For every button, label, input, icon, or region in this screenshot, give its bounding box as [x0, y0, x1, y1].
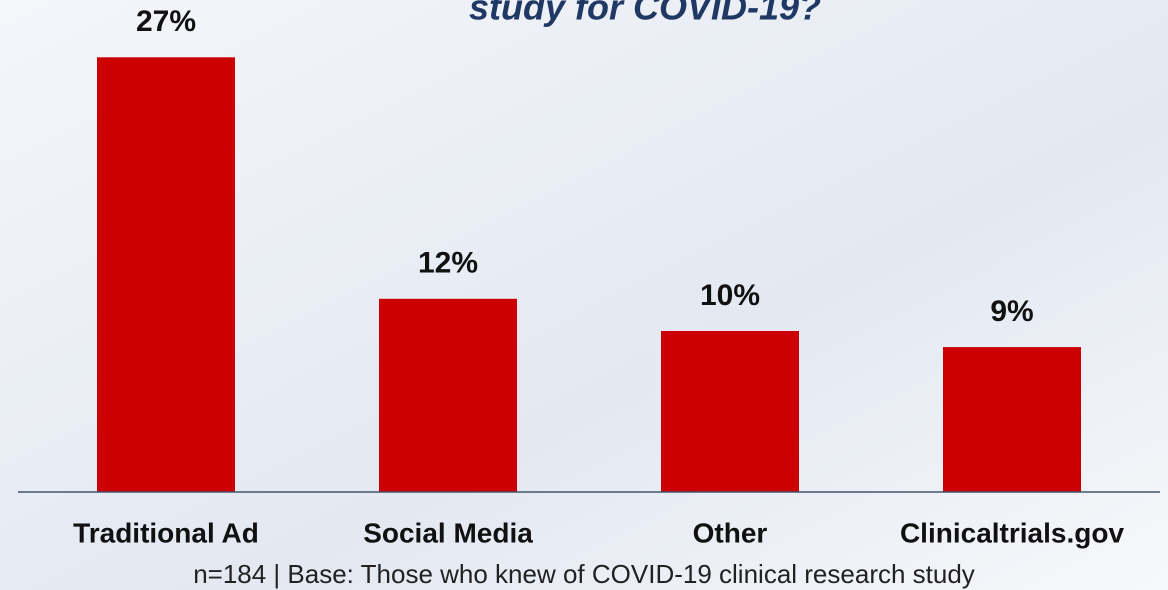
bar — [661, 331, 799, 492]
x-tick-label: Other — [693, 517, 768, 548]
value-label: 27% — [136, 5, 196, 38]
x-tick-label: Social Media — [363, 517, 533, 548]
bar — [943, 347, 1081, 492]
bar — [97, 57, 235, 493]
x-tick-label: Clinicaltrials.gov — [900, 517, 1124, 548]
value-label: 9% — [990, 295, 1033, 328]
x-tick-label: Traditional Ad — [73, 517, 259, 548]
value-label: 10% — [700, 279, 760, 312]
chart-title: study for COVID-19? — [469, 0, 821, 28]
footnote: n=184 | Base: Those who knew of COVID-19… — [193, 559, 975, 589]
value-label: 12% — [418, 247, 478, 280]
bar — [379, 298, 517, 492]
